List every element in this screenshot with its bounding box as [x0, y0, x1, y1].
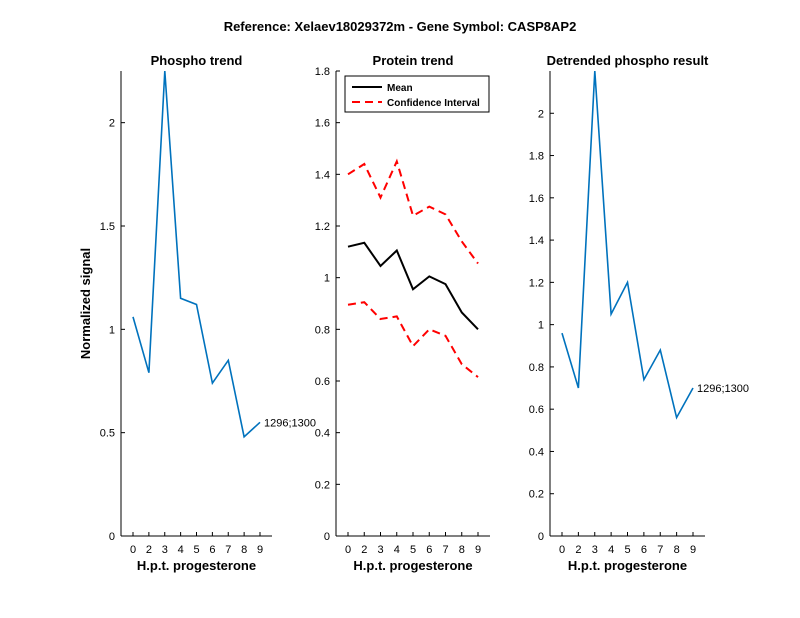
detrended-y-tick-label: 0.2	[529, 489, 544, 501]
protein-y-tick-label: 1	[324, 273, 330, 285]
detrended-x-tick-label: 0	[559, 544, 565, 556]
phospho-y-tick-label: 0	[109, 531, 115, 543]
phospho-x-tick-label: 6	[209, 544, 215, 556]
protein-xlabel: H.p.t. progesterone	[353, 558, 472, 573]
phospho-series-phospho	[132, 70, 261, 439]
phospho-xlabel: H.p.t. progesterone	[137, 558, 256, 573]
phospho-y-tick-label: 0.5	[100, 428, 115, 440]
phospho-x-tick-label: 4	[178, 544, 184, 556]
protein-x-tick-label: 5	[410, 544, 416, 556]
protein-y-tick-label: 1.2	[315, 221, 330, 233]
detrended-y-tick-label: 1	[538, 320, 544, 332]
detrended-y-tick-label: 1.4	[529, 235, 544, 247]
phospho-y-tick-label: 1.5	[100, 221, 115, 233]
phospho-x-tick-label: 7	[225, 544, 231, 556]
detrended-y-tick-label: 0.4	[529, 446, 544, 458]
protein-y-tick-label: 0.2	[315, 479, 330, 491]
detrended-x-tick-label: 5	[624, 544, 630, 556]
phospho-x-tick-label: 5	[193, 544, 199, 556]
phospho-x-tick-label: 8	[241, 544, 247, 556]
detrended-xlabel: H.p.t. progesterone	[568, 558, 687, 573]
protein-x-tick-label: 0	[345, 544, 351, 556]
protein-x-tick-label: 8	[459, 544, 465, 556]
figure-suptitle: Reference: Xelaev18029372m - Gene Symbol…	[224, 19, 577, 34]
detrended-x-tick-label: 9	[690, 544, 696, 556]
detrended-x-tick-label: 7	[657, 544, 663, 556]
detrended-x-tick-label: 2	[575, 544, 581, 556]
phospho-title: Phospho trend	[151, 53, 243, 68]
detrended-y-tick-label: 2	[538, 108, 544, 120]
protein-y-tick-label: 1.4	[315, 169, 330, 181]
protein-y-tick-label: 0.4	[315, 428, 330, 440]
phospho-y-tick-label: 2	[109, 118, 115, 130]
phospho-y-tick-label: 1	[109, 324, 115, 336]
phospho-ylabel: Normalized signal	[78, 248, 93, 359]
legend-label-mean: Mean	[387, 83, 413, 94]
detrended-y-tick-label: 1.6	[529, 193, 544, 205]
phospho-point-annotation: 1296;1300	[264, 417, 316, 429]
protein-y-tick-label: 0.6	[315, 376, 330, 388]
phospho-x-tick-label: 3	[162, 544, 168, 556]
protein-title: Protein trend	[373, 53, 454, 68]
protein-x-tick-label: 4	[394, 544, 400, 556]
phospho-x-tick-label: 9	[257, 544, 263, 556]
legend-label-confidence-interval: Confidence Interval	[387, 98, 480, 109]
protein-series-confidence-interval-lower	[347, 301, 479, 378]
detrended-x-tick-label: 6	[641, 544, 647, 556]
detrended-x-tick-label: 3	[592, 544, 598, 556]
detrended-y-tick-label: 0	[538, 531, 544, 543]
protein-x-tick-label: 2	[361, 544, 367, 556]
protein-x-tick-label: 7	[442, 544, 448, 556]
phospho-x-tick-label: 0	[130, 544, 136, 556]
protein-series-mean	[347, 241, 479, 330]
protein-y-tick-label: 0.8	[315, 324, 330, 336]
detrended-x-tick-label: 4	[608, 544, 614, 556]
protein-series-confidence-interval	[347, 158, 479, 265]
detrended-y-tick-label: 0.6	[529, 404, 544, 416]
protein-panel: 00.20.40.60.811.21.41.61.80 2 3 4 5 6 7 8 9Prote…	[315, 53, 490, 573]
protein-y-tick-label: 1.6	[315, 118, 330, 130]
detrended-point-annotation: 1296;1300	[697, 383, 749, 395]
protein-x-tick-label: 9	[475, 544, 481, 556]
protein-y-tick-label: 0	[324, 531, 330, 543]
detrended-x-tick-label: 8	[674, 544, 680, 556]
detrended-title: Detrended phospho result	[547, 53, 709, 68]
detrended-y-tick-label: 1.8	[529, 151, 544, 163]
protein-legend: Mean Confidence Interval	[344, 75, 490, 113]
protein-x-tick-label: 6	[426, 544, 432, 556]
detrended-panel: 00.20.40.60.811.21.41.61.820 2 3 4 5 6 7 8 9Detr…	[529, 53, 749, 573]
legend-box	[344, 75, 490, 113]
detrended-y-tick-label: 1.2	[529, 277, 544, 289]
detrended-series-detrended	[561, 70, 694, 420]
detrended-y-tick-label: 0.8	[529, 362, 544, 374]
protein-y-tick-label: 1.8	[315, 66, 330, 78]
protein-x-tick-label: 3	[377, 544, 383, 556]
phospho-x-tick-label: 2	[146, 544, 152, 556]
